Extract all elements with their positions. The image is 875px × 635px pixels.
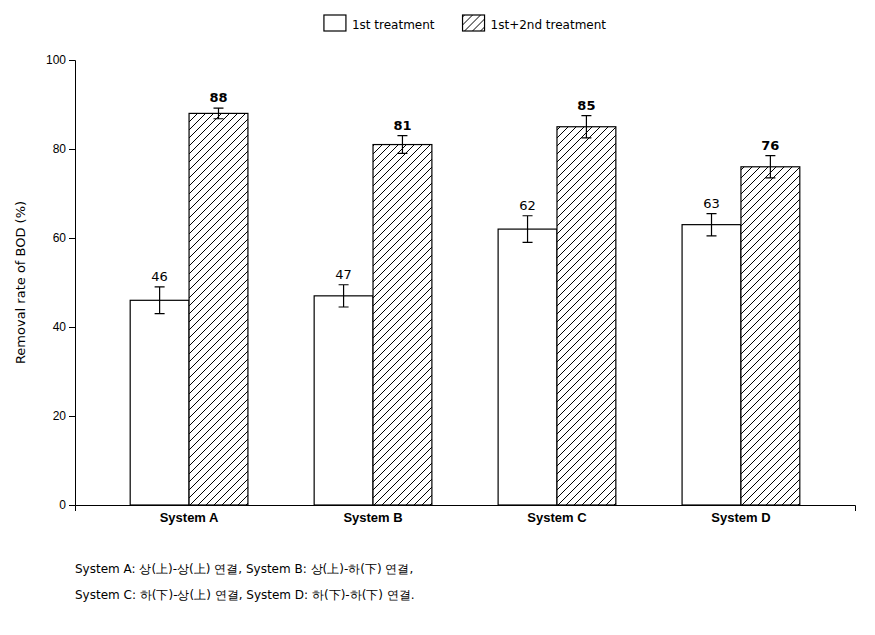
y-tick: 60 [53, 231, 75, 245]
y-axis-line [69, 61, 76, 506]
y-tick: 80 [53, 142, 75, 156]
data-label: 85 [577, 98, 595, 113]
marks [130, 108, 800, 505]
bar [314, 296, 373, 505]
bar [373, 145, 432, 505]
y-tick-mark [69, 416, 75, 417]
error-bar [523, 216, 533, 243]
plot: 020406080100System ASystem BSystem CSyst… [13, 53, 856, 525]
legend-item: 1st treatment [324, 15, 435, 32]
error-bar [707, 214, 717, 236]
data-label: 81 [393, 118, 411, 133]
error-bar [765, 156, 775, 178]
y-tick-mark [69, 238, 75, 239]
y-tick-mark [69, 149, 75, 150]
y-tick-mark [69, 505, 75, 506]
legend: 1st treatment 1st+2nd treatment [324, 15, 606, 32]
legend-item: 1st+2nd treatment [463, 15, 607, 32]
error-bar [581, 116, 591, 138]
legend-swatch [463, 15, 485, 31]
error-bar [213, 108, 223, 119]
data-label: 88 [209, 90, 227, 105]
y-tick-label: 100 [46, 53, 66, 67]
y-tick-label: 60 [53, 231, 67, 245]
x-tick: System D [711, 510, 770, 525]
error-bar [155, 287, 165, 314]
data-label: 47 [335, 267, 352, 282]
data-labels: 46 47 62 63 88 81 85 76 [151, 90, 779, 284]
y-axis-title: Removal rate of BOD (%) [13, 201, 28, 364]
error-bar [339, 285, 349, 307]
x-tick-label: System C [527, 510, 587, 525]
bar [189, 113, 248, 505]
bar [130, 300, 189, 505]
data-label: 76 [761, 138, 779, 153]
y-axis: 0 20 40 60 80 100 [46, 53, 76, 512]
legend-label: 1st+2nd treatment [491, 18, 607, 32]
legend-swatch [324, 15, 346, 31]
y-tick: 40 [53, 320, 75, 334]
x-tick-label: System D [711, 510, 770, 525]
bar [682, 225, 741, 505]
y-tick-label: 80 [53, 142, 67, 156]
x-tick: System C [527, 510, 587, 525]
y-tick: 100 [46, 53, 75, 67]
y-tick-label: 0 [59, 498, 66, 512]
data-label: 46 [151, 269, 168, 284]
bar [557, 127, 616, 505]
data-label: 63 [703, 196, 720, 211]
bar [498, 229, 557, 505]
y-tick-mark [69, 60, 75, 61]
x-tick-label: System A [160, 510, 219, 525]
x-tick-label: System B [343, 510, 402, 525]
y-tick-mark [69, 327, 75, 328]
chart: 020406080100System ASystem BSystem CSyst… [0, 0, 875, 635]
bar [741, 167, 800, 505]
error-bar [397, 136, 407, 154]
x-tick: System A [160, 510, 219, 525]
data-label: 62 [519, 198, 536, 213]
y-tick-label: 20 [53, 409, 67, 423]
legend-label: 1st treatment [352, 18, 435, 32]
captions: System A: 상(上)-상(上) 연결, System B: 상(上)-하… [75, 562, 415, 602]
caption: System A: 상(上)-상(上) 연결, System B: 상(上)-하… [75, 562, 413, 576]
x-tick: System B [343, 510, 402, 525]
caption: System C: 하(下)-상(上) 연결, System D: 하(下)-하… [75, 588, 415, 602]
y-tick-label: 40 [53, 320, 67, 334]
y-tick: 20 [53, 409, 75, 423]
series [189, 108, 800, 505]
x-axis: System A System B System C System D [76, 506, 856, 526]
y-tick: 0 [59, 498, 75, 512]
